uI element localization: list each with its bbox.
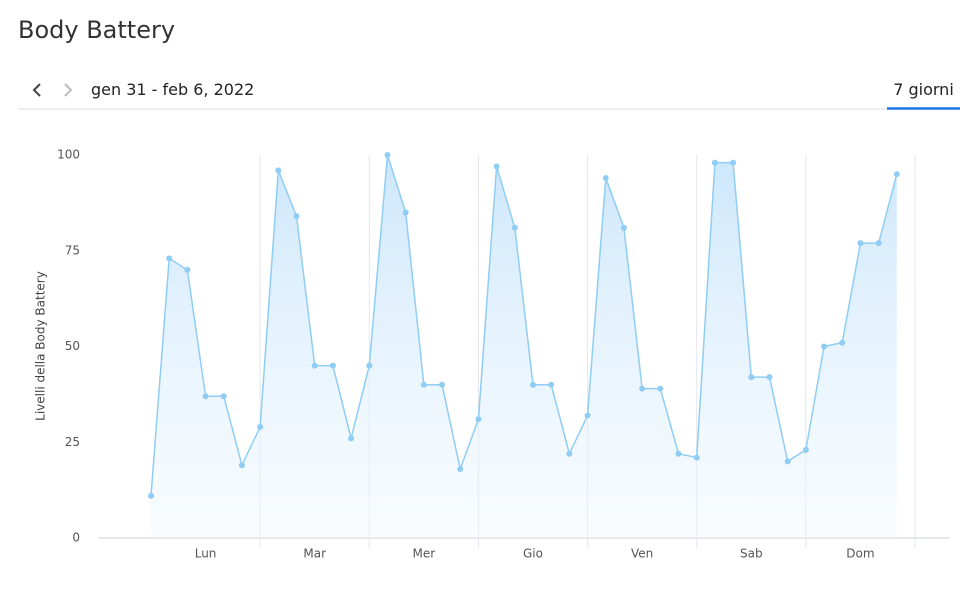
point: [893, 171, 900, 178]
point: [311, 362, 318, 369]
point: [730, 159, 737, 166]
point: [584, 412, 591, 419]
y-tick-label: 0: [72, 531, 80, 545]
point: [602, 174, 609, 181]
point: [493, 163, 500, 170]
next-arrow[interactable]: [64, 83, 73, 97]
line: [150, 154, 898, 496]
x-tick-label: Sab: [740, 547, 763, 561]
point: [166, 255, 173, 262]
point: [439, 381, 446, 388]
x-tick-label: Lun: [195, 547, 217, 561]
point: [457, 466, 464, 473]
point: [784, 458, 791, 465]
range-tab[interactable]: 7 giorni: [893, 80, 954, 99]
point: [275, 167, 282, 174]
point: [766, 374, 773, 381]
x-tick-label: Ven: [631, 547, 653, 561]
point: [530, 381, 536, 388]
point: [857, 240, 864, 247]
prev-arrow[interactable]: [32, 83, 41, 97]
point: [548, 381, 555, 388]
x-tick-label: Mer: [413, 547, 436, 561]
point: [875, 240, 882, 247]
point: [821, 343, 828, 350]
x-tick-label: Dom: [846, 547, 874, 561]
point: [511, 224, 518, 231]
point: [366, 362, 373, 369]
y-tick-label: 50: [65, 339, 80, 353]
point: [802, 446, 809, 453]
point: [402, 209, 409, 216]
point: [329, 362, 336, 369]
y-tick-label: 100: [57, 148, 80, 162]
point: [711, 159, 718, 166]
point: [148, 492, 154, 499]
y-axis-label: Livelli della Body Battery: [34, 271, 48, 421]
point: [293, 213, 300, 220]
point: [620, 224, 627, 231]
date-range: gen 31 - feb 6, 2022: [91, 80, 255, 99]
area: [151, 155, 897, 538]
point: [184, 266, 191, 273]
y-tick-label: 25: [65, 435, 80, 449]
point: [220, 393, 227, 400]
point: [639, 385, 646, 392]
x-tick-label: Mar: [303, 547, 326, 561]
point: [238, 462, 245, 469]
point: [657, 385, 664, 392]
page-title: Body Battery: [18, 16, 176, 44]
y-tick-label: 75: [65, 243, 80, 257]
point: [384, 152, 391, 158]
point: [693, 454, 700, 461]
point: [348, 435, 355, 442]
x-tick-label: Gio: [523, 547, 543, 561]
point: [420, 381, 427, 388]
point: [675, 450, 682, 457]
point: [475, 416, 482, 423]
point: [839, 339, 846, 346]
point: [566, 450, 573, 457]
point: [202, 393, 209, 400]
point: [257, 423, 264, 430]
point: [748, 374, 755, 381]
